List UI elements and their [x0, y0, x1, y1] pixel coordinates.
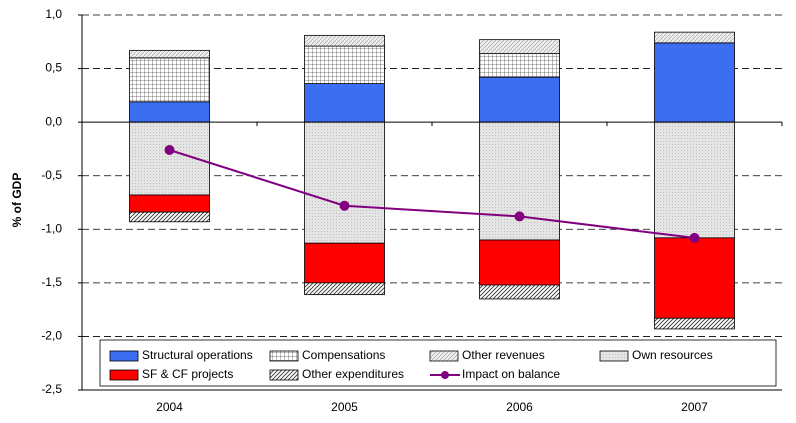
bar-segment [304, 121, 385, 244]
legend-label: Own resources [632, 348, 713, 362]
legend-label: Compensations [302, 348, 385, 362]
bar-segment [304, 242, 385, 284]
legend-marker [441, 371, 449, 379]
y-tick-label: 0,0 [45, 114, 62, 128]
bar-segment [654, 317, 735, 330]
bar-segment [479, 39, 560, 54]
bar-segment [479, 53, 560, 78]
bar-segment [654, 42, 735, 123]
bar-segment [304, 83, 385, 123]
bar-segment [129, 194, 210, 213]
bar-segment [479, 239, 560, 286]
y-tick-label: 0,5 [45, 61, 62, 75]
legend-swatch [269, 369, 299, 381]
line-marker [339, 200, 350, 211]
y-tick-label: -1,5 [41, 275, 62, 289]
bar-segment [129, 57, 210, 103]
x-tick-label: 2005 [331, 400, 358, 414]
legend-swatch [269, 350, 299, 362]
legend-label: Other revenues [462, 348, 545, 362]
legend-swatch [599, 350, 629, 362]
x-tick-label: 2007 [681, 400, 708, 414]
line-marker [164, 145, 175, 155]
bar-segment [129, 49, 210, 59]
legend-swatch [109, 350, 139, 362]
line-marker [689, 232, 700, 243]
bar-segment [479, 284, 560, 300]
bar-segment [654, 237, 735, 319]
x-tick-label: 2006 [506, 400, 533, 414]
legend-label: Structural operations [142, 348, 253, 362]
legend-swatch [429, 350, 459, 362]
bar-segment [654, 31, 735, 44]
legend-label: Impact on balance [462, 367, 560, 381]
bar-segment [129, 101, 210, 123]
y-tick-label: -1,0 [41, 221, 62, 235]
legend-swatch [109, 369, 139, 381]
bar-segment [304, 34, 385, 47]
y-tick-label: -0,5 [41, 168, 62, 182]
line-marker [514, 211, 525, 222]
y-tick-label: -2,5 [41, 382, 62, 396]
y-axis-label: % of GDP [10, 173, 24, 228]
bar-segment [479, 76, 560, 123]
x-tick-label: 2004 [156, 400, 183, 414]
bar-segment [304, 45, 385, 84]
bar-segment [129, 211, 210, 223]
y-tick-label: -2,0 [41, 329, 62, 343]
bar-segment [304, 282, 385, 296]
legend-label: Other expenditures [302, 367, 404, 381]
line [169, 149, 695, 239]
legend-box [99, 339, 777, 387]
bar-segment [479, 121, 560, 241]
legend-label: SF & CF projects [142, 367, 233, 381]
y-tick-label: 1,0 [45, 7, 62, 21]
bar-segment [654, 121, 735, 239]
